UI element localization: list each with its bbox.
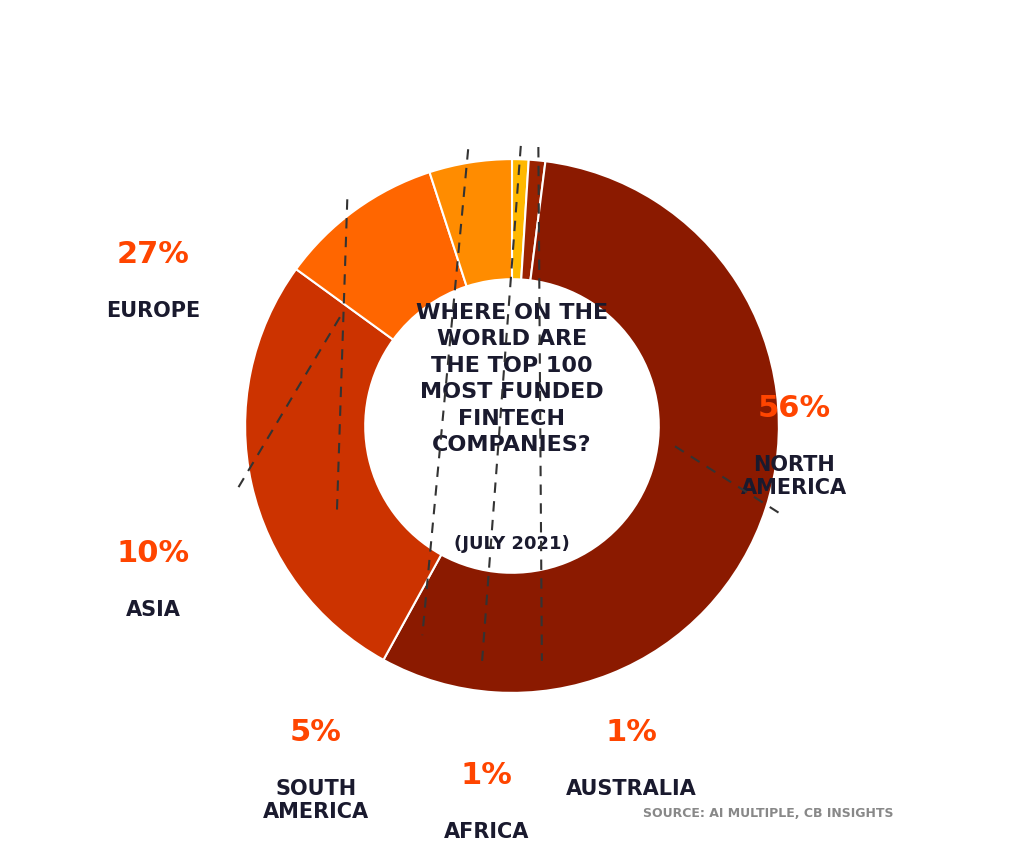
Text: SOUTH
AMERICA: SOUTH AMERICA [262,778,369,821]
Text: AUSTRALIA: AUSTRALIA [566,778,697,798]
Text: EUROPE: EUROPE [106,300,201,321]
Text: WHERE ON THE
WORLD ARE
THE TOP 100
MOST FUNDED
FINTECH
COMPANIES?: WHERE ON THE WORLD ARE THE TOP 100 MOST … [416,303,608,455]
Text: AFRICA: AFRICA [443,821,529,841]
Text: NORTH
AMERICA: NORTH AMERICA [740,454,847,497]
Wedge shape [521,160,546,281]
Text: 1%: 1% [605,717,657,746]
Wedge shape [245,270,441,660]
Text: 5%: 5% [290,717,342,746]
Text: ASIA: ASIA [126,599,181,619]
Text: 56%: 56% [758,393,830,422]
Text: 27%: 27% [117,240,189,269]
Wedge shape [429,160,512,287]
Text: 10%: 10% [117,538,189,567]
Wedge shape [512,160,528,280]
Text: 1%: 1% [461,760,512,789]
Wedge shape [296,173,467,340]
Text: (JULY 2021): (JULY 2021) [454,535,570,553]
Text: SOURCE: AI MULTIPLE, CB INSIGHTS: SOURCE: AI MULTIPLE, CB INSIGHTS [643,806,893,819]
Wedge shape [383,162,779,693]
